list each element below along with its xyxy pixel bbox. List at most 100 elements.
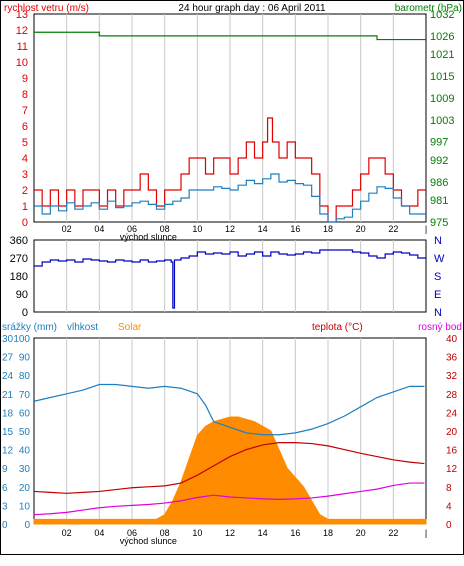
humidity-tick-label: 50	[19, 427, 31, 438]
x-tick-label: 08	[160, 528, 170, 538]
direction-tick-label: 180	[10, 271, 28, 283]
sunrise-label: východ slunce	[120, 232, 177, 242]
direction-tick-label: 360	[10, 235, 28, 247]
wind-tick-label: 5	[22, 137, 28, 149]
x-tick-label: 20	[356, 528, 366, 538]
wind-tick-label: 1	[22, 201, 28, 213]
temp-tick-label: 8	[446, 483, 452, 494]
temp-tick-label: 32	[446, 371, 458, 382]
chart-marks: 0123456789101112139759819869929971003100…	[2, 9, 458, 546]
x-tick-label: 14	[258, 224, 268, 234]
temp-tick-label: 12	[446, 464, 458, 475]
temp-tick-label: 40	[446, 334, 458, 345]
temp-tick-label: 0	[446, 520, 452, 531]
compass-tick-label: S	[434, 271, 441, 283]
rain-axis-label: srážky (mm)	[2, 322, 57, 333]
baro-tick-label: 1032	[430, 9, 454, 21]
baro-tick-label: 986	[430, 177, 448, 189]
x-tick-label: 20	[356, 224, 366, 234]
x-tick-label: 08	[160, 224, 170, 234]
baro-tick-label: 1021	[430, 49, 454, 61]
baro-tick-label: 1009	[430, 93, 454, 105]
baro-tick-label: 975	[430, 217, 448, 229]
solar-axis-label: Solar	[118, 322, 142, 333]
x-tick-label: 10	[192, 224, 202, 234]
direction-tick-label: 270	[10, 253, 28, 265]
humidity-tick-label: 0	[24, 520, 30, 531]
x-tick-label: 04	[94, 528, 104, 538]
humidity-tick-label: 20	[19, 483, 31, 494]
temperature-line	[33, 442, 425, 494]
rain-tick-label: 9	[2, 464, 8, 475]
x-tick-label: 14	[258, 528, 268, 538]
wind-tick-label: 13	[16, 9, 28, 21]
dew-axis-label: rosný bod	[418, 322, 462, 333]
humidity-tick-label: 30	[19, 464, 31, 475]
x-tick-label: 02	[62, 224, 72, 234]
wind-axis-label: rychlost vetru (m/s)	[4, 3, 89, 14]
baro-tick-label: 1003	[430, 115, 454, 127]
rain-tick-label: 3	[2, 501, 8, 512]
direction-line	[34, 249, 426, 309]
x-tick-label: 18	[323, 528, 333, 538]
humidity-line	[33, 383, 425, 436]
x-tick-label: 22	[388, 224, 398, 234]
rain-tick-label: 0	[2, 520, 8, 531]
wind-gust-line	[34, 117, 426, 223]
compass-tick-label: W	[434, 253, 445, 265]
baro-tick-label: 1026	[430, 31, 454, 43]
x-tick-label: |	[425, 528, 427, 538]
temp-tick-label: 16	[446, 446, 458, 457]
compass-tick-label: N	[434, 235, 442, 247]
temp-tick-label: 28	[446, 390, 458, 401]
humidity-tick-label: 40	[19, 446, 31, 457]
rain-tick-label: 30	[2, 334, 14, 345]
rain-tick-label: 15	[2, 427, 14, 438]
compass-tick-label: N	[434, 307, 442, 319]
humidity-tick-label: 60	[19, 408, 31, 419]
chart-title: 24 hour graph day : 06 April 2011	[178, 3, 326, 14]
x-tick-label: 16	[290, 528, 300, 538]
rain-tick-label: 6	[2, 483, 8, 494]
wind-tick-label: 3	[22, 169, 28, 181]
wind-tick-label: 7	[22, 105, 28, 117]
humidity-tick-label: 70	[19, 390, 31, 401]
wind-tick-label: 11	[17, 41, 28, 53]
baro-tick-label: 1015	[430, 71, 454, 83]
wind-tick-label: 6	[22, 121, 28, 133]
temp-tick-label: 24	[446, 408, 458, 419]
rain-tick-label: 21	[2, 390, 14, 401]
humidity-tick-label: 10	[19, 501, 31, 512]
x-tick-label: 06	[127, 528, 137, 538]
dewpoint-line	[33, 482, 425, 516]
pressure-line	[34, 31, 426, 41]
x-tick-label: 06	[127, 224, 137, 234]
wind-tick-label: 12	[16, 25, 28, 37]
wind-avg-line	[34, 173, 426, 223]
humidity-tick-label: 80	[19, 371, 31, 382]
temp-axis-label: teplota (°C)	[312, 322, 363, 333]
x-tick-label: 02	[62, 528, 72, 538]
humidity-axis-label: vlhkost	[67, 322, 98, 333]
temp-tick-label: 36	[446, 353, 458, 364]
rain-tick-label: 24	[2, 371, 14, 382]
x-tick-label: 18	[323, 224, 333, 234]
x-tick-label: 22	[388, 528, 398, 538]
solar-area	[33, 416, 427, 525]
direction-tick-label: 0	[22, 307, 28, 319]
sunrise-label: východ slunce	[120, 536, 177, 546]
wind-tick-label: 4	[22, 153, 28, 165]
x-tick-label: 04	[94, 224, 104, 234]
rain-tick-label: 27	[2, 353, 14, 364]
x-tick-label: 10	[192, 528, 202, 538]
baro-axis-label: barometr (hPa)	[395, 3, 462, 14]
x-tick-label: 12	[225, 528, 235, 538]
rain-tick-label: 12	[2, 446, 14, 457]
compass-tick-label: E	[434, 289, 441, 301]
wind-tick-label: 8	[22, 89, 28, 101]
baro-tick-label: 997	[430, 137, 448, 149]
wind-tick-label: 2	[22, 185, 28, 197]
humidity-tick-label: 90	[19, 353, 31, 364]
baro-tick-label: 981	[430, 195, 448, 207]
